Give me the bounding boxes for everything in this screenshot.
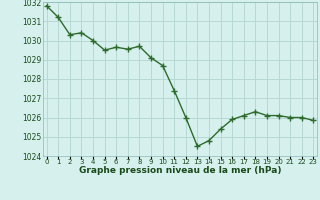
X-axis label: Graphe pression niveau de la mer (hPa): Graphe pression niveau de la mer (hPa)	[79, 166, 281, 175]
